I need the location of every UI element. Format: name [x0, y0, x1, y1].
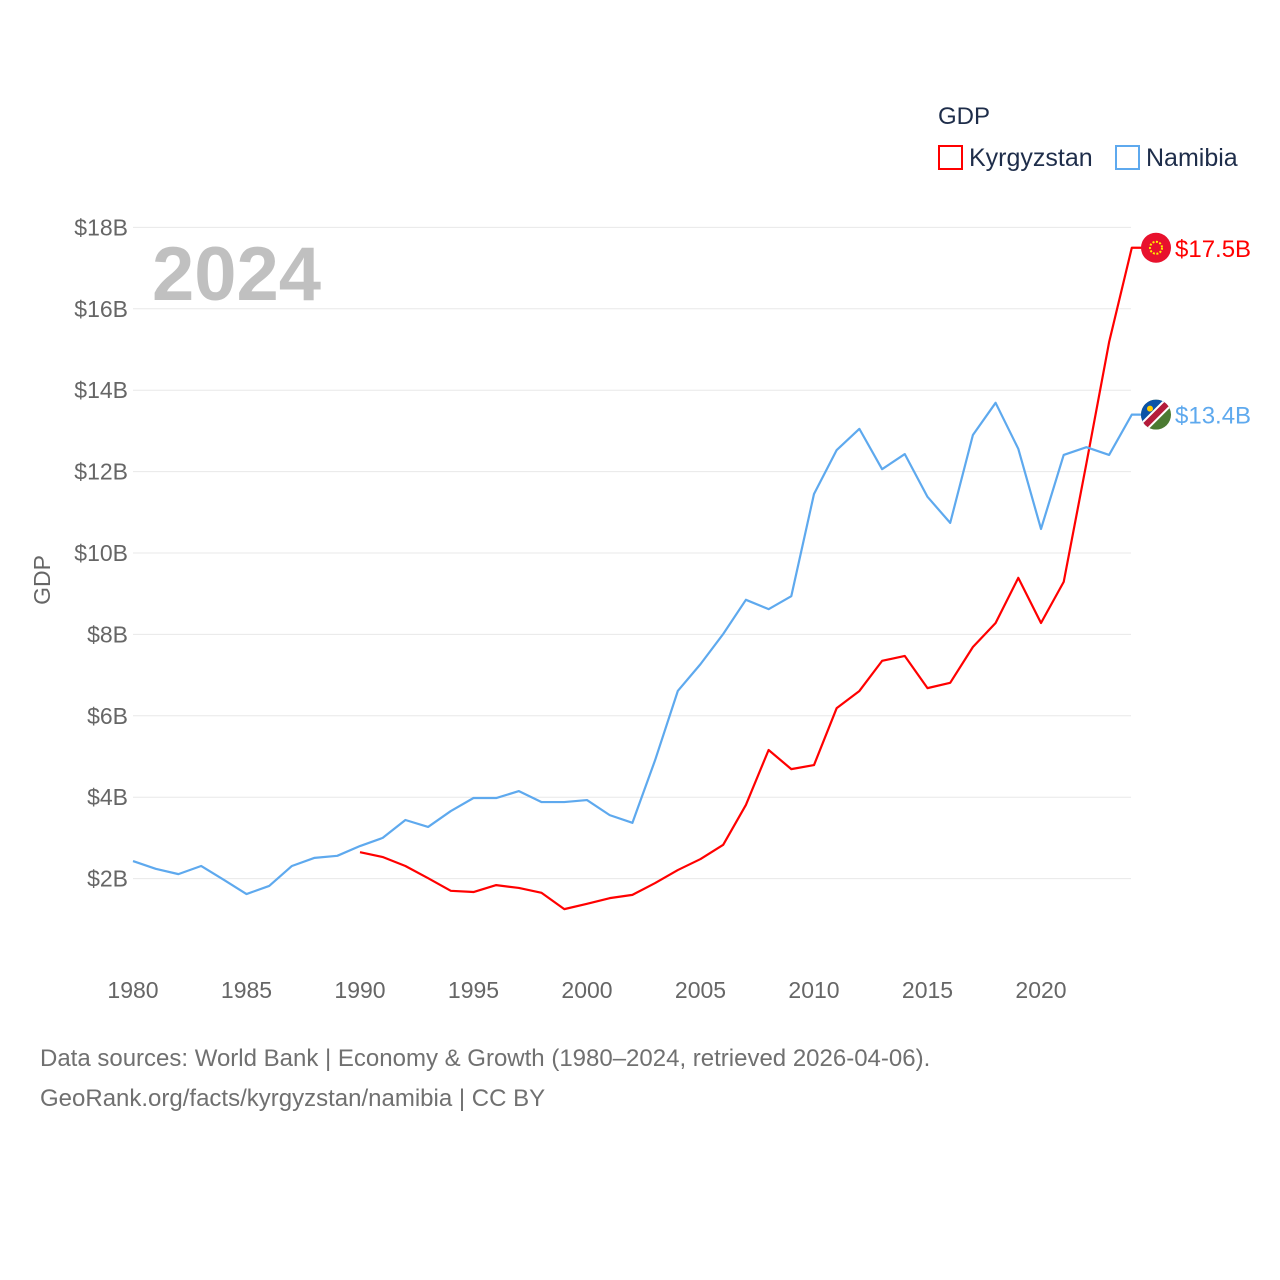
y-tick-label: $6B	[87, 703, 128, 729]
y-tick-label: $14B	[74, 377, 128, 403]
x-tick-label: 2020	[1015, 977, 1066, 1003]
flag-sun	[1147, 405, 1153, 412]
y-tick-label: $2B	[87, 866, 128, 892]
series-line-namibia	[132, 401, 1142, 896]
end-value-label-namibia: $13.4B	[1175, 403, 1251, 430]
legend-title: GDP	[938, 103, 990, 130]
y-tick-label: $12B	[74, 459, 128, 485]
x-tick-label: 2005	[675, 977, 726, 1003]
series-line-kyrgyzstan	[359, 246, 1142, 911]
legend-swatch-kyrgyzstan	[938, 145, 963, 170]
flag-sun	[1149, 240, 1163, 255]
x-tick-label: 2000	[561, 977, 612, 1003]
year-watermark: 2024	[152, 232, 321, 317]
kyrgyzstan-flag-icon	[1141, 232, 1171, 263]
x-tick-label: 2010	[788, 977, 839, 1003]
x-tick-label: 1995	[448, 977, 499, 1003]
legend-label-namibia: Namibia	[1146, 144, 1238, 172]
y-tick-label: $10B	[74, 540, 128, 566]
y-tick-label: $18B	[74, 214, 128, 240]
flag-body	[1141, 399, 1171, 430]
y-axis-label: GDP	[29, 555, 55, 605]
legend-swatch-namibia	[1115, 145, 1140, 170]
x-tick-label: 1985	[221, 977, 272, 1003]
x-tick-label: 2015	[902, 977, 953, 1003]
namibia-flag-icon	[1141, 399, 1171, 430]
legend-item-namibia[interactable]: Namibia	[1115, 144, 1238, 172]
x-tick-label: 1980	[107, 977, 158, 1003]
x-tick-label: 1990	[334, 977, 385, 1003]
footer-sources: Data sources: World Bank | Economy & Gro…	[40, 1045, 931, 1072]
footer-attribution: GeoRank.org/facts/kyrgyzstan/namibia | C…	[40, 1085, 546, 1112]
y-tick-label: $16B	[74, 296, 128, 322]
legend-item-kyrgyzstan[interactable]: Kyrgyzstan	[938, 144, 1093, 172]
end-value-label-kyrgyzstan: $17.5B	[1175, 236, 1251, 263]
legend-label-kyrgyzstan: Kyrgyzstan	[969, 144, 1093, 172]
y-tick-label: $8B	[87, 621, 128, 647]
flag-background	[1141, 232, 1171, 263]
y-tick-label: $4B	[87, 784, 128, 810]
